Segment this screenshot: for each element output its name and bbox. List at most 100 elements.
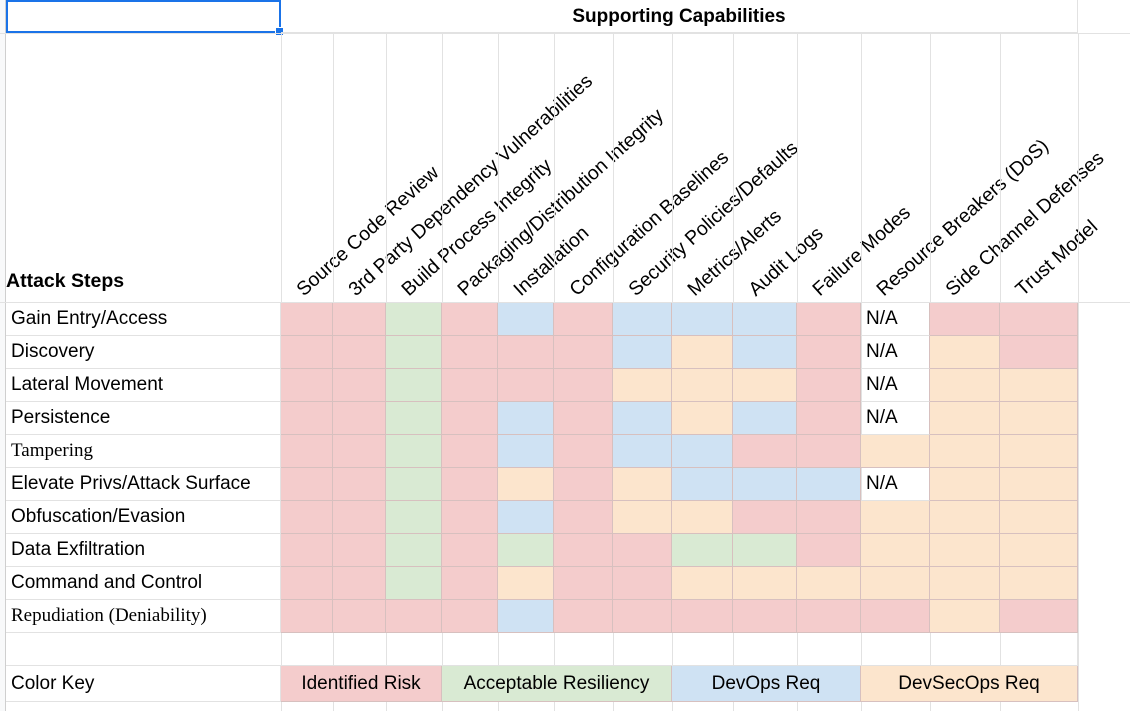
matrix-cell[interactable] bbox=[386, 534, 442, 567]
matrix-cell[interactable] bbox=[442, 336, 498, 369]
matrix-cell[interactable] bbox=[861, 501, 930, 534]
row-label[interactable]: Tampering bbox=[6, 435, 281, 468]
color-key-item[interactable]: Acceptable Resiliency bbox=[442, 666, 672, 702]
matrix-cell[interactable] bbox=[797, 567, 861, 600]
matrix-cell[interactable]: N/A bbox=[861, 303, 930, 336]
color-key-item[interactable]: DevOps Req bbox=[672, 666, 861, 702]
matrix-cell[interactable] bbox=[733, 402, 797, 435]
matrix-cell[interactable]: N/A bbox=[861, 336, 930, 369]
matrix-cell[interactable] bbox=[281, 336, 333, 369]
matrix-cell[interactable] bbox=[797, 468, 861, 501]
matrix-cell[interactable] bbox=[733, 501, 797, 534]
matrix-cell[interactable] bbox=[386, 600, 442, 633]
matrix-cell[interactable] bbox=[386, 468, 442, 501]
matrix-cell[interactable] bbox=[930, 534, 1000, 567]
matrix-cell[interactable] bbox=[554, 600, 613, 633]
matrix-cell[interactable] bbox=[333, 600, 386, 633]
matrix-cell[interactable] bbox=[442, 600, 498, 633]
matrix-cell[interactable] bbox=[930, 600, 1000, 633]
matrix-cell[interactable] bbox=[861, 567, 930, 600]
matrix-cell[interactable] bbox=[672, 468, 733, 501]
matrix-cell[interactable] bbox=[672, 600, 733, 633]
matrix-cell[interactable] bbox=[554, 567, 613, 600]
matrix-cell[interactable] bbox=[930, 402, 1000, 435]
matrix-cell[interactable] bbox=[797, 303, 861, 336]
matrix-cell[interactable] bbox=[733, 534, 797, 567]
matrix-cell[interactable] bbox=[733, 336, 797, 369]
matrix-cell[interactable] bbox=[613, 600, 672, 633]
matrix-cell[interactable] bbox=[930, 369, 1000, 402]
empty-row[interactable] bbox=[6, 633, 1078, 666]
matrix-cell[interactable] bbox=[1000, 501, 1078, 534]
matrix-cell[interactable] bbox=[281, 435, 333, 468]
matrix-cell[interactable] bbox=[554, 336, 613, 369]
matrix-cell[interactable]: N/A bbox=[861, 369, 930, 402]
matrix-cell[interactable] bbox=[442, 534, 498, 567]
sheet-title-cell[interactable]: Supporting Capabilities bbox=[281, 0, 1078, 33]
matrix-cell[interactable] bbox=[930, 468, 1000, 501]
row-label[interactable]: Repudiation (Deniability) bbox=[6, 600, 281, 633]
matrix-cell[interactable] bbox=[333, 369, 386, 402]
matrix-cell[interactable] bbox=[797, 501, 861, 534]
matrix-cell[interactable] bbox=[1000, 369, 1078, 402]
matrix-cell[interactable] bbox=[733, 435, 797, 468]
matrix-cell[interactable] bbox=[498, 402, 554, 435]
matrix-cell[interactable] bbox=[386, 303, 442, 336]
matrix-cell[interactable] bbox=[498, 303, 554, 336]
matrix-cell[interactable] bbox=[442, 435, 498, 468]
matrix-cell[interactable] bbox=[386, 369, 442, 402]
matrix-cell[interactable] bbox=[386, 501, 442, 534]
matrix-cell[interactable] bbox=[333, 303, 386, 336]
matrix-cell[interactable] bbox=[613, 402, 672, 435]
matrix-cell[interactable] bbox=[861, 435, 930, 468]
matrix-cell[interactable] bbox=[733, 369, 797, 402]
matrix-cell[interactable] bbox=[1000, 303, 1078, 336]
matrix-cell[interactable] bbox=[554, 534, 613, 567]
column-header[interactable]: Packaging/Distribution Integrity bbox=[453, 104, 668, 301]
matrix-cell[interactable] bbox=[613, 468, 672, 501]
matrix-cell[interactable] bbox=[498, 468, 554, 501]
matrix-cell[interactable] bbox=[554, 435, 613, 468]
matrix-cell[interactable] bbox=[672, 501, 733, 534]
matrix-cell[interactable] bbox=[554, 402, 613, 435]
matrix-cell[interactable] bbox=[733, 468, 797, 501]
matrix-cell[interactable] bbox=[333, 468, 386, 501]
row-label[interactable]: Lateral Movement bbox=[6, 369, 281, 402]
matrix-cell[interactable] bbox=[386, 567, 442, 600]
matrix-cell[interactable] bbox=[797, 369, 861, 402]
matrix-cell[interactable] bbox=[498, 567, 554, 600]
matrix-cell[interactable] bbox=[1000, 468, 1078, 501]
matrix-cell[interactable]: N/A bbox=[861, 468, 930, 501]
matrix-cell[interactable] bbox=[386, 336, 442, 369]
row-label[interactable]: Discovery bbox=[6, 336, 281, 369]
row-label[interactable]: Elevate Privs/Attack Surface bbox=[6, 468, 281, 501]
matrix-cell[interactable] bbox=[498, 600, 554, 633]
row-label[interactable]: Persistence bbox=[6, 402, 281, 435]
matrix-cell[interactable] bbox=[930, 435, 1000, 468]
matrix-cell[interactable] bbox=[797, 402, 861, 435]
matrix-cell[interactable] bbox=[613, 501, 672, 534]
matrix-cell[interactable] bbox=[733, 303, 797, 336]
matrix-cell[interactable] bbox=[1000, 435, 1078, 468]
matrix-cell[interactable] bbox=[442, 369, 498, 402]
matrix-cell[interactable] bbox=[613, 369, 672, 402]
matrix-cell[interactable] bbox=[797, 534, 861, 567]
matrix-cell[interactable]: N/A bbox=[861, 402, 930, 435]
fill-handle[interactable] bbox=[275, 27, 284, 36]
matrix-cell[interactable] bbox=[733, 600, 797, 633]
matrix-cell[interactable] bbox=[672, 534, 733, 567]
color-key-item[interactable]: DevSecOps Req bbox=[861, 666, 1078, 702]
matrix-cell[interactable] bbox=[554, 369, 613, 402]
matrix-cell[interactable] bbox=[498, 435, 554, 468]
matrix-cell[interactable] bbox=[613, 435, 672, 468]
matrix-cell[interactable] bbox=[1000, 402, 1078, 435]
matrix-cell[interactable] bbox=[442, 468, 498, 501]
matrix-cell[interactable] bbox=[672, 303, 733, 336]
matrix-cell[interactable] bbox=[554, 468, 613, 501]
matrix-cell[interactable] bbox=[930, 303, 1000, 336]
matrix-cell[interactable] bbox=[930, 501, 1000, 534]
matrix-cell[interactable] bbox=[1000, 600, 1078, 633]
matrix-cell[interactable] bbox=[281, 468, 333, 501]
matrix-cell[interactable] bbox=[442, 567, 498, 600]
matrix-cell[interactable] bbox=[672, 402, 733, 435]
